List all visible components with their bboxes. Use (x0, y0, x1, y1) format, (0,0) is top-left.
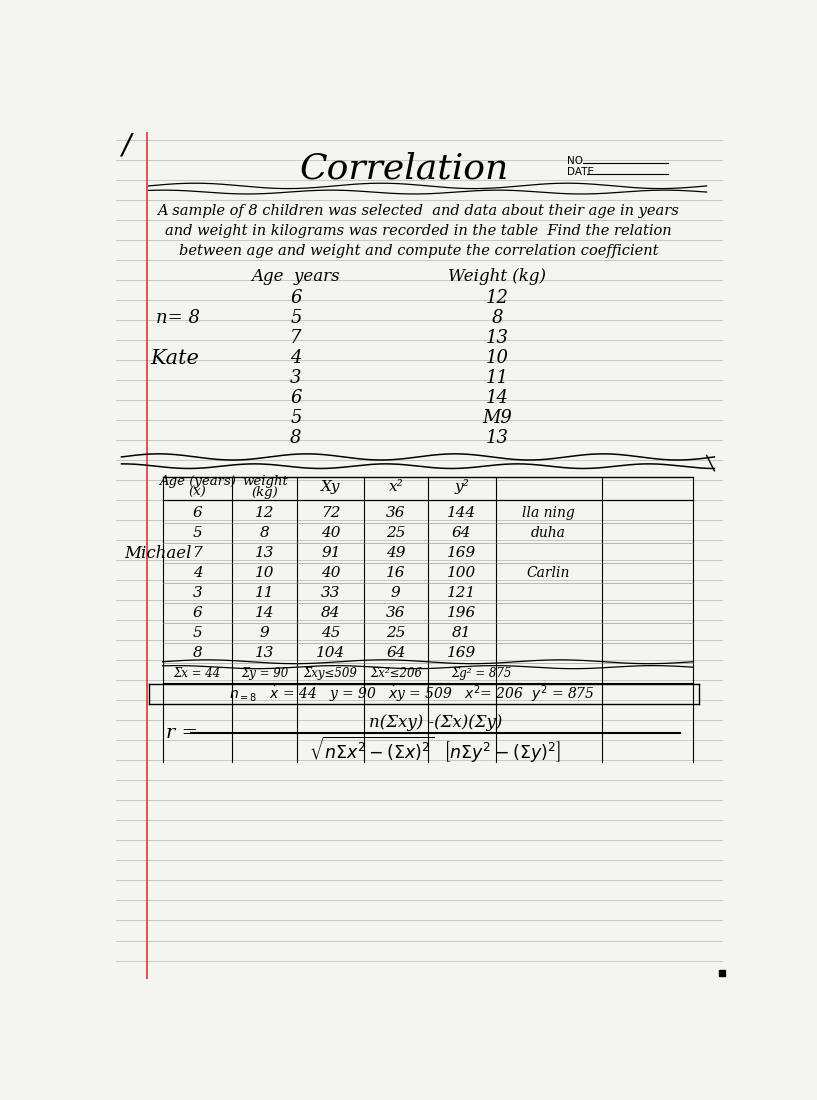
Text: 4: 4 (290, 350, 301, 367)
Text: 14: 14 (486, 389, 509, 407)
Text: Kate: Kate (150, 349, 199, 367)
Text: 13: 13 (255, 647, 275, 660)
Text: Carlin: Carlin (527, 566, 570, 580)
Text: 6: 6 (290, 389, 301, 407)
Text: 11: 11 (486, 370, 509, 387)
Text: 10: 10 (255, 566, 275, 580)
Text: 14: 14 (255, 606, 275, 620)
Text: 40: 40 (321, 526, 341, 540)
Text: 100: 100 (447, 566, 476, 580)
Text: 13: 13 (486, 429, 509, 448)
Text: 13: 13 (486, 329, 509, 348)
Text: r =: r = (166, 725, 198, 742)
Text: 64: 64 (386, 647, 405, 660)
Text: 25: 25 (386, 526, 405, 540)
Text: 36: 36 (386, 606, 405, 620)
Text: 3: 3 (193, 586, 203, 601)
Text: 6: 6 (290, 289, 301, 307)
Text: 25: 25 (386, 626, 405, 640)
Text: 91: 91 (321, 547, 341, 560)
Text: 81: 81 (452, 626, 471, 640)
Text: 7: 7 (290, 329, 301, 348)
Text: $\sqrt{n\Sigma x^2-(\Sigma x)^2}$  $\left[n\Sigma y^2-(\Sigma y)^2\right]$: $\sqrt{n\Sigma x^2-(\Sigma x)^2}$ $\left… (310, 735, 561, 766)
Text: /: / (122, 132, 131, 160)
Text: 104: 104 (316, 647, 346, 660)
Text: (x): (x) (189, 486, 207, 499)
Text: Michael: Michael (124, 544, 191, 562)
Text: lla ning: lla ning (522, 506, 575, 520)
Text: y²: y² (454, 480, 469, 495)
Text: n= 8: n= 8 (156, 309, 200, 328)
Text: Μ9: Μ9 (482, 409, 512, 428)
Text: Age (years): Age (years) (159, 475, 236, 488)
Text: 11: 11 (255, 586, 275, 601)
Text: 8: 8 (260, 526, 270, 540)
Text: (kg): (kg) (252, 486, 279, 499)
Text: 10: 10 (486, 350, 509, 367)
Text: n(Σxy) -(Σx)(Σy): n(Σxy) -(Σx)(Σy) (368, 714, 502, 732)
Text: 196: 196 (447, 606, 476, 620)
Text: weight: weight (242, 475, 288, 488)
Text: $n_{=8}$   $\dot{x}$ = 44   y = 90   $\dot{x}$y = 509   $x^2$= 206  $y^2$ = 875: $n_{=8}$ $\dot{x}$ = 44 y = 90 $\dot{x}$… (230, 683, 595, 705)
Text: DATE: DATE (567, 167, 594, 177)
Text: 5: 5 (290, 309, 301, 328)
Text: 169: 169 (447, 547, 476, 560)
Text: Σx = 44: Σx = 44 (174, 667, 221, 680)
Text: Σg² = 875: Σg² = 875 (452, 667, 512, 680)
Text: Xy: Xy (321, 480, 341, 494)
Text: Age  years: Age years (252, 268, 340, 285)
Text: 33: 33 (321, 586, 341, 601)
Text: NO.: NO. (567, 156, 586, 166)
Text: between age and weight and compute the correlation coefficient: between age and weight and compute the c… (179, 243, 658, 257)
Text: 8: 8 (193, 647, 203, 660)
Text: 5: 5 (290, 409, 301, 428)
Text: 16: 16 (386, 566, 405, 580)
Text: 121: 121 (447, 586, 476, 601)
Text: 6: 6 (193, 506, 203, 520)
Text: and weight in kilograms was recorded in the table  Find the relation: and weight in kilograms was recorded in … (165, 223, 672, 238)
Text: 72: 72 (321, 506, 341, 520)
Text: 169: 169 (447, 647, 476, 660)
Text: 144: 144 (447, 506, 476, 520)
Text: 5: 5 (193, 526, 203, 540)
Text: A sample of 8 children was selected  and data about their age in years: A sample of 8 children was selected and … (158, 204, 679, 218)
Text: Correlation: Correlation (300, 152, 509, 186)
Text: 84: 84 (321, 606, 341, 620)
Text: 12: 12 (486, 289, 509, 307)
Text: 3: 3 (290, 370, 301, 387)
Text: 13: 13 (255, 547, 275, 560)
Text: Σxy≤509: Σxy≤509 (304, 667, 358, 680)
Text: 40: 40 (321, 566, 341, 580)
Text: Σx²≤206: Σx²≤206 (370, 667, 422, 680)
Text: 45: 45 (321, 626, 341, 640)
Text: 9: 9 (260, 626, 270, 640)
Text: 5: 5 (193, 626, 203, 640)
Text: 9: 9 (391, 586, 400, 601)
Text: x²: x² (388, 480, 404, 494)
Text: 8: 8 (290, 429, 301, 448)
Text: 49: 49 (386, 547, 405, 560)
Text: 7: 7 (193, 547, 203, 560)
Text: Weight (kg): Weight (kg) (449, 268, 547, 285)
Text: Σy = 90: Σy = 90 (241, 667, 288, 680)
Text: duha: duha (531, 526, 566, 540)
Text: 64: 64 (452, 526, 471, 540)
Text: 6: 6 (193, 606, 203, 620)
Text: 12: 12 (255, 506, 275, 520)
Text: 4: 4 (193, 566, 203, 580)
Text: 36: 36 (386, 506, 405, 520)
Text: 8: 8 (492, 309, 503, 328)
